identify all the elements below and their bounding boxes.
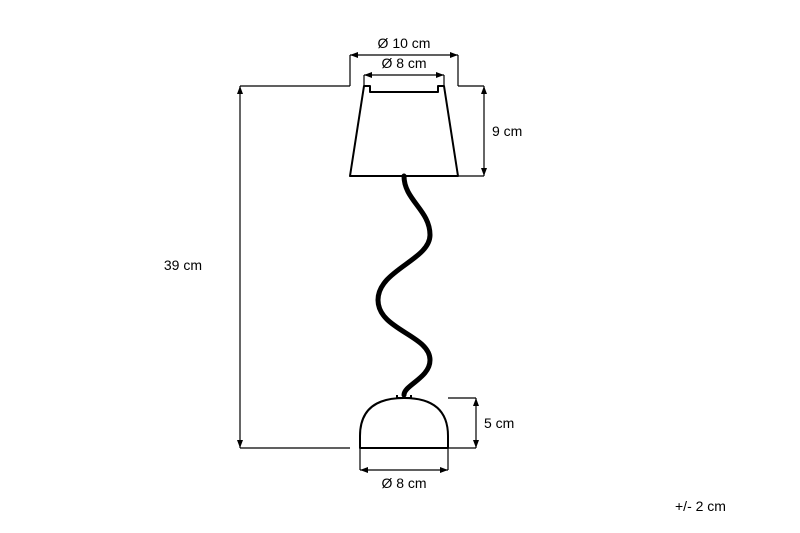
label-base-diameter: Ø 8 cm [381, 475, 426, 491]
tolerance-note: +/- 2 cm [675, 498, 726, 514]
lamp-drawing [350, 86, 458, 448]
label-shade-height: 9 cm [492, 123, 522, 139]
label-height-total: 39 cm [164, 257, 202, 273]
diagram-svg: 39 cm Ø 10 cm Ø 8 cm 9 cm 5 cm Ø 8 cm [0, 0, 800, 533]
label-base-height: 5 cm [484, 415, 514, 431]
label-shade-top-inner: Ø 8 cm [381, 55, 426, 71]
label-shade-top-outer: Ø 10 cm [378, 35, 431, 51]
diagram-stage: 39 cm Ø 10 cm Ø 8 cm 9 cm 5 cm Ø 8 cm +/… [0, 0, 800, 533]
